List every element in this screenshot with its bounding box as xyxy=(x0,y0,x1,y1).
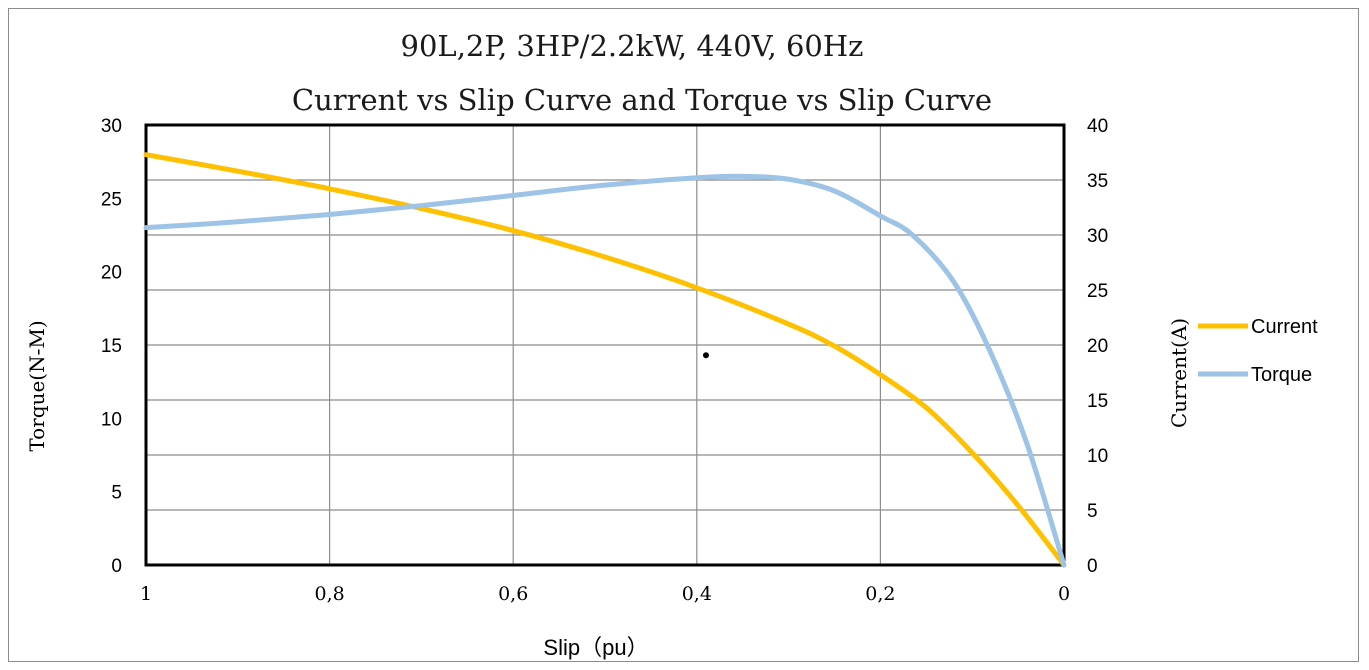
x-tick-label: 0 xyxy=(1058,583,1070,605)
series-lines xyxy=(143,152,1067,568)
y-right-tick-label: 10 xyxy=(1087,446,1108,467)
y-right-tick-label: 5 xyxy=(1087,501,1098,522)
y-right-tick-label: 30 xyxy=(1087,226,1108,247)
x-tick-label: 0,6 xyxy=(498,583,528,605)
tick-labels: 0 5 10 15 20 25 30 0 5 10 15 20 25 30 35 40 1 0,8 0,6 0,4 0,… xyxy=(101,116,1108,605)
y-left-tick-label: 15 xyxy=(101,336,122,357)
legend-torque-label: Torque xyxy=(1251,364,1312,386)
series-line-current xyxy=(143,152,1067,568)
y-right-tick-label: 25 xyxy=(1087,281,1108,302)
y-right-tick-label: 20 xyxy=(1087,336,1108,357)
y-left-tick-label: 0 xyxy=(111,556,122,577)
y-left-tick-label: 25 xyxy=(101,189,122,210)
x-axis-title: Slip（pu） xyxy=(543,635,648,660)
x-tick-label: 0,8 xyxy=(314,583,344,605)
y-left-tick-label: 10 xyxy=(101,409,122,430)
plot-area-border xyxy=(144,123,1066,567)
y-right-tick-label: 0 xyxy=(1087,556,1098,577)
chart-subtitle: Current vs Slip Curve and Torque vs Slip… xyxy=(292,83,992,117)
grid xyxy=(145,124,1065,566)
x-tick-label: 0,2 xyxy=(865,583,895,605)
y-left-tick-label: 30 xyxy=(101,116,122,137)
legend-current-label: Current xyxy=(1251,316,1318,338)
marker-point xyxy=(702,352,709,359)
y-right-tick-label: 35 xyxy=(1087,171,1108,192)
chart-title: 90L,2P, 3HP/2.2kW, 440V, 60Hz xyxy=(401,29,864,63)
y-right-tick-label: 40 xyxy=(1087,116,1108,137)
legend: Current Torque xyxy=(1198,316,1318,386)
plot-border xyxy=(144,123,1066,567)
series-line-torque xyxy=(143,173,1067,568)
chart-frame xyxy=(8,8,1359,662)
y-left-tick-label: 20 xyxy=(101,263,122,284)
x-tick-label: 0,4 xyxy=(682,583,712,605)
y-axis-right-title: Current(A) xyxy=(1167,318,1191,428)
y-axis-left-title: Torque(N-M) xyxy=(25,320,49,451)
y-left-tick-label: 5 xyxy=(111,483,122,504)
y-right-tick-label: 15 xyxy=(1087,391,1108,412)
x-tick-label: 1 xyxy=(140,583,152,605)
